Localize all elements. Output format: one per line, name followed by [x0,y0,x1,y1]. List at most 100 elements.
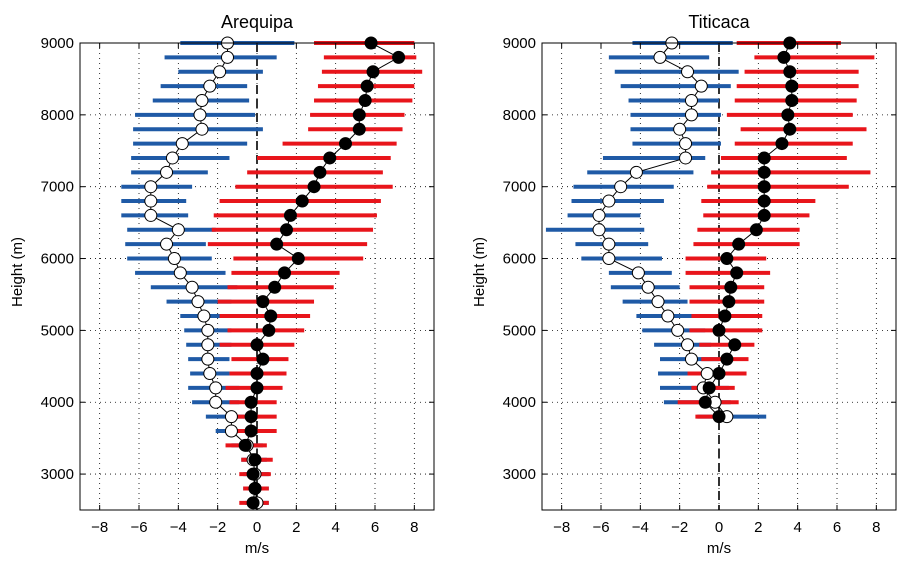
x-tick-label: −2 [671,519,688,536]
filled-circle-point [248,453,262,467]
filled-circle-point [250,366,264,380]
filled-circle-point [264,309,278,323]
filled-circle-point [392,50,406,64]
open-circle-point [653,50,667,64]
open-circle-point [144,180,158,194]
open-circle-point [684,352,698,366]
x-tick-label: 6 [371,519,379,536]
filled-circle-point [775,137,789,151]
open-circle-point [641,280,655,294]
y-tick-label: 4000 [503,394,536,411]
filled-circle-point [783,65,797,79]
x-tick-label: 6 [833,519,841,536]
filled-circle-point [720,352,734,366]
panel-title: Titicaca [688,12,750,32]
filled-circle-point [250,381,264,395]
x-tick-label: 4 [331,519,339,536]
open-circle-point [651,295,665,309]
filled-circle-point [248,481,262,495]
filled-circle-point [702,381,716,395]
open-circle-point [201,352,215,366]
x-tick-label: 2 [754,519,762,536]
open-circle-point [185,280,199,294]
filled-circle-point [270,237,284,251]
open-circle-point [175,137,189,151]
filled-circle-point [250,338,264,352]
filled-circle-point [757,208,771,222]
filled-circle-point [238,438,252,452]
filled-circle-point [732,237,746,251]
filled-circle-point [724,280,738,294]
filled-circle-point [283,208,297,222]
filled-circle-point [307,180,321,194]
open-circle-point [681,65,695,79]
open-circle-point [592,208,606,222]
filled-circle-point [785,93,799,107]
open-circle-point [144,194,158,208]
open-circle-point [602,237,616,251]
filled-circle-point [757,194,771,208]
y-tick-label: 4000 [41,394,74,411]
filled-circle-point [246,496,260,510]
filled-circle-point [712,366,726,380]
filled-circle-point [366,65,380,79]
open-circle-point [201,323,215,337]
open-circle-point [681,338,695,352]
x-axis-label: m/s [707,540,731,557]
open-circle-point [224,424,238,438]
open-circle-point [160,237,174,251]
open-circle-point [679,137,693,151]
x-tick-label: 8 [410,519,418,536]
y-tick-label: 5000 [41,322,74,339]
open-circle-point [191,295,205,309]
filled-circle-point [749,223,763,237]
filled-circle-point [360,79,374,93]
filled-circle-point [352,122,366,136]
open-circle-point [679,151,693,165]
open-circle-point [694,79,708,93]
filled-circle-point [256,295,270,309]
filled-circle-point [246,467,260,481]
x-tick-label: −6 [592,519,609,536]
filled-circle-point [268,280,282,294]
filled-circle-point [757,180,771,194]
filled-circle-point [722,295,736,309]
filled-circle-point [712,410,726,424]
filled-circle-point [712,323,726,337]
x-tick-label: −4 [632,519,649,536]
open-circle-point [614,180,628,194]
y-tick-label: 8000 [41,107,74,124]
x-axis-label: m/s [245,540,269,557]
filled-circle-point [244,395,258,409]
open-circle-point [203,79,217,93]
y-tick-label: 6000 [41,251,74,268]
open-circle-point [167,252,181,266]
open-circle-point [195,93,209,107]
filled-circle-point [291,252,305,266]
open-circle-point [602,194,616,208]
open-circle-point [160,165,174,179]
y-tick-label: 3000 [503,466,536,483]
filled-circle-point [728,338,742,352]
y-axis-label: Height (m) [471,237,488,307]
open-circle-point [195,122,209,136]
open-circle-point [700,366,714,380]
y-tick-label: 9000 [503,35,536,52]
filled-circle-point [262,323,276,337]
filled-circle-point [295,194,309,208]
y-tick-label: 7000 [41,179,74,196]
x-tick-label: −2 [209,519,226,536]
open-circle-point [629,165,643,179]
y-tick-label: 5000 [503,322,536,339]
open-circle-point [209,381,223,395]
open-circle-point [173,266,187,280]
open-circle-point [661,309,675,323]
filled-circle-point [323,151,337,165]
filled-circle-point [777,50,791,64]
y-tick-label: 9000 [41,35,74,52]
open-circle-point [201,338,215,352]
filled-circle-point [280,223,293,237]
open-circle-point [684,93,698,107]
y-tick-label: 6000 [503,251,536,268]
